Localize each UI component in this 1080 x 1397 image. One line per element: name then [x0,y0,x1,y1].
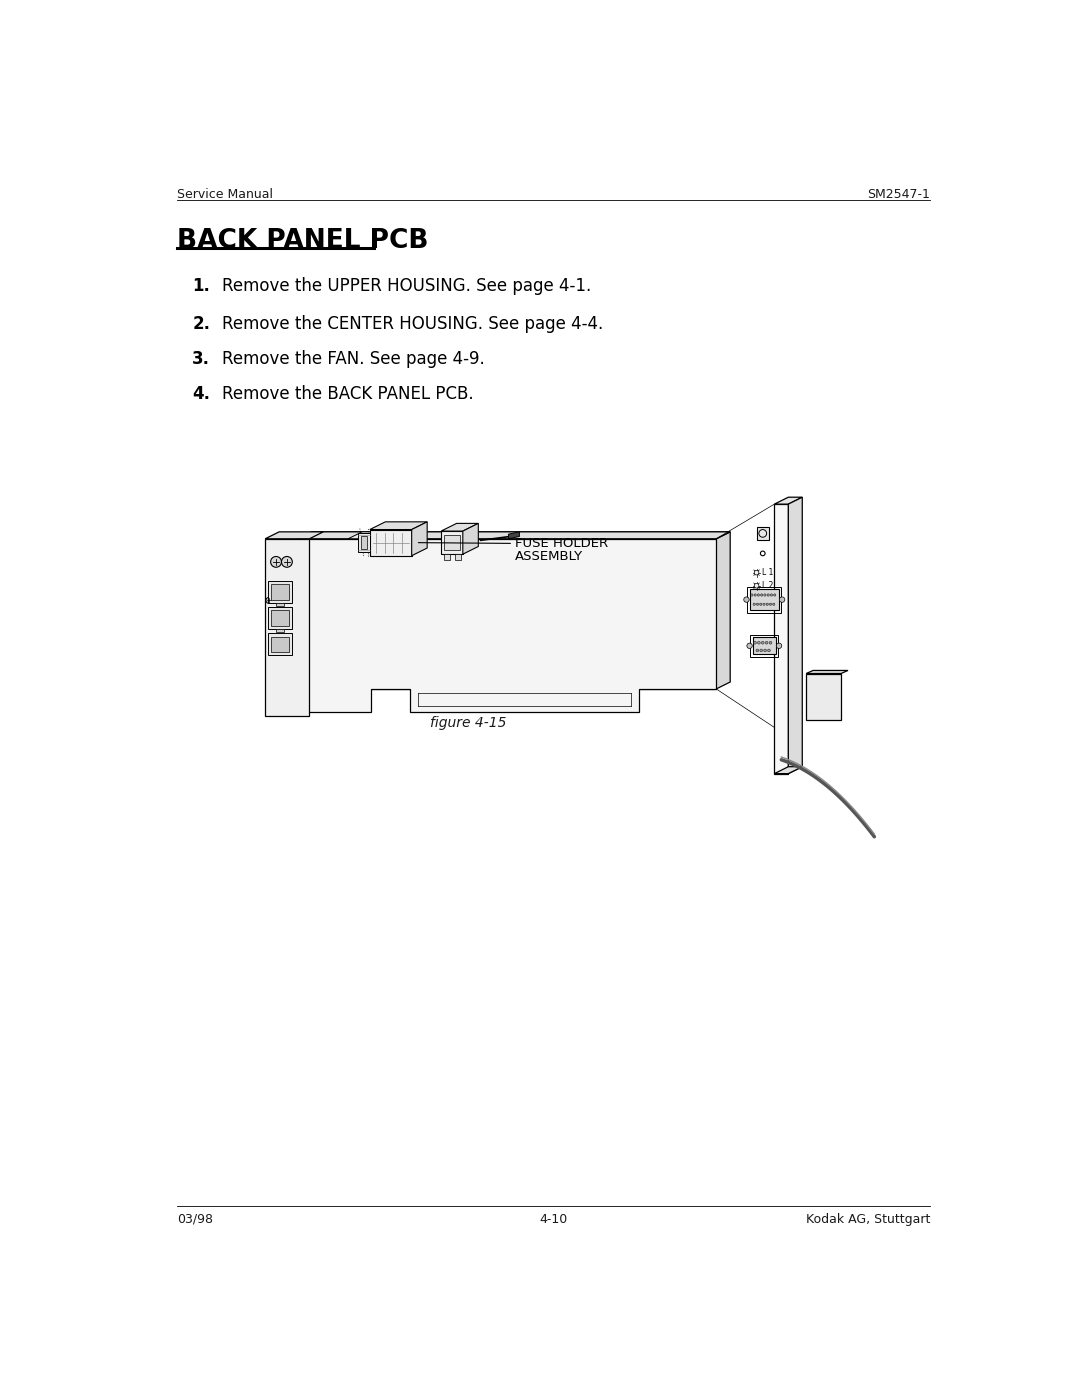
Circle shape [769,641,772,644]
Circle shape [769,604,772,605]
Circle shape [764,650,767,652]
Circle shape [751,594,753,597]
Text: ASSEMBLY: ASSEMBLY [515,550,583,563]
Polygon shape [271,584,289,599]
Polygon shape [750,588,779,610]
Text: Service Manual: Service Manual [177,189,273,201]
Circle shape [271,556,282,567]
Text: Remove the BACK PANEL PCB.: Remove the BACK PANEL PCB. [221,384,473,402]
Polygon shape [444,555,450,560]
Circle shape [754,584,759,588]
Text: 4.: 4. [192,384,211,402]
Polygon shape [271,610,289,626]
Polygon shape [268,581,293,602]
Circle shape [760,594,762,597]
Polygon shape [268,608,293,629]
Text: BACK PANEL PCB: BACK PANEL PCB [177,229,429,254]
Polygon shape [266,539,309,715]
Circle shape [754,594,756,597]
Polygon shape [369,522,428,529]
Text: Remove the CENTER HOUSING. See page 4-4.: Remove the CENTER HOUSING. See page 4-4. [221,316,603,334]
Circle shape [777,643,782,648]
Circle shape [747,643,753,648]
Polygon shape [806,671,848,673]
Polygon shape [509,532,519,539]
Text: L 1: L 1 [762,569,773,577]
Polygon shape [266,532,323,539]
Polygon shape [411,522,428,556]
Text: 4-10: 4-10 [539,1213,568,1225]
Polygon shape [268,633,293,655]
Polygon shape [298,539,716,712]
Circle shape [756,650,759,652]
Polygon shape [271,637,289,652]
Circle shape [766,604,768,605]
Polygon shape [369,529,411,556]
Circle shape [768,650,770,652]
Circle shape [770,594,772,597]
Text: Kodak AG, Stuttgart: Kodak AG, Stuttgart [806,1213,930,1225]
Polygon shape [455,555,461,560]
Circle shape [282,556,293,567]
Polygon shape [441,524,478,531]
Text: SM2547-1: SM2547-1 [867,189,930,201]
Circle shape [744,597,750,602]
Text: 03/98: 03/98 [177,1213,213,1225]
Polygon shape [298,532,730,539]
Circle shape [753,604,755,605]
Circle shape [754,641,756,644]
Polygon shape [806,673,841,719]
Circle shape [762,604,765,605]
Text: figure 4-15: figure 4-15 [430,715,507,729]
Text: 1.: 1. [192,277,211,295]
Circle shape [764,594,766,597]
Circle shape [754,570,759,576]
Polygon shape [774,767,802,774]
Polygon shape [757,527,769,539]
Text: FUSE HOLDER: FUSE HOLDER [515,538,608,550]
Circle shape [766,641,768,644]
Polygon shape [774,504,788,774]
Circle shape [780,597,785,602]
Polygon shape [753,637,775,654]
Polygon shape [348,532,393,539]
Polygon shape [361,536,367,549]
Polygon shape [463,524,478,555]
Circle shape [761,641,765,644]
Circle shape [757,641,760,644]
Polygon shape [276,602,284,606]
Circle shape [756,604,758,605]
Polygon shape [716,532,730,689]
Circle shape [773,594,775,597]
Text: L 2: L 2 [762,581,773,591]
Text: Remove the UPPER HOUSING. See page 4-1.: Remove the UPPER HOUSING. See page 4-1. [221,277,591,295]
Circle shape [759,604,761,605]
Polygon shape [774,497,802,504]
Polygon shape [298,532,730,539]
Polygon shape [359,534,369,552]
Text: Remove the FAN. See page 4-9.: Remove the FAN. See page 4-9. [221,351,485,369]
Text: 2.: 2. [192,316,211,334]
Circle shape [757,594,759,597]
Polygon shape [298,539,716,689]
Text: 3.: 3. [192,351,211,369]
Polygon shape [441,531,463,555]
Circle shape [760,650,762,652]
Circle shape [266,598,272,604]
Polygon shape [276,629,284,631]
Circle shape [772,604,775,605]
Polygon shape [444,535,460,550]
Circle shape [767,594,769,597]
Polygon shape [788,497,802,774]
